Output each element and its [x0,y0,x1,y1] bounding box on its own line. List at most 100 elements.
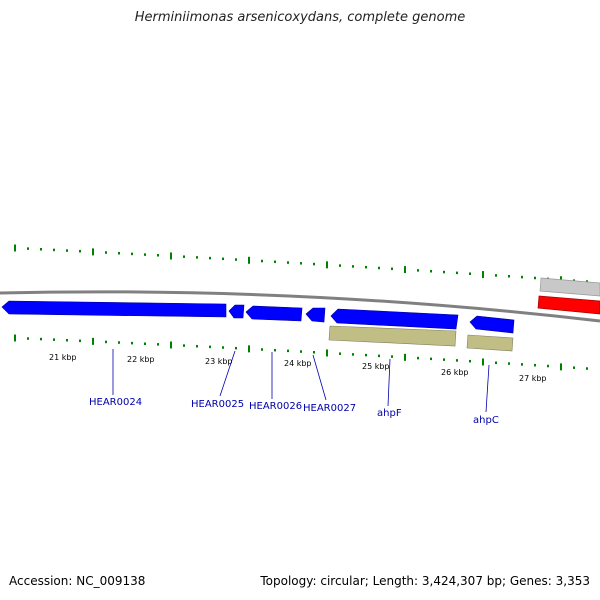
outer-minor-tick [53,248,55,252]
inner-minor-tick [417,356,419,360]
inner-minor-tick [573,366,575,369]
inner-minor-tick [391,355,393,358]
inner-major-tick [170,341,172,349]
outer-minor-tick [79,249,81,253]
outer-minor-tick [456,271,458,275]
inner-major-tick [404,353,406,361]
outer-minor-tick [196,256,198,259]
cds-arrow-hear0025[interactable] [228,304,245,319]
scale-label-25kbp: 25 kbp [362,362,390,371]
inner-minor-tick [79,339,81,343]
inner-minor-tick [66,338,68,342]
inner-minor-tick [547,364,549,368]
outer-major-tick [170,252,172,260]
outer-minor-tick [235,258,237,261]
outer-major-tick [326,261,328,269]
outer-minor-tick [105,251,107,254]
outer-major-tick [92,248,94,256]
cds-arrow-hear0026[interactable] [245,305,303,322]
leader-line-hear0025 [219,350,236,397]
cds-arrow-hear0024[interactable] [1,300,227,318]
inner-minor-tick [40,337,42,341]
inner-minor-tick [118,341,120,344]
inner-minor-tick [469,359,471,363]
outer-major-tick [248,256,250,264]
genome-backbone [0,290,600,323]
inner-minor-tick [53,338,55,341]
inner-tick-row [14,334,588,371]
inner-minor-tick [443,358,445,361]
inner-minor-tick [235,346,237,350]
gene-label-ahpf[interactable]: ahpF [377,408,402,419]
outer-minor-tick [131,252,133,256]
inner-minor-tick [586,367,588,370]
cds-arrow-ahpc[interactable] [469,315,515,334]
inner-minor-tick [534,363,536,367]
outer-minor-tick [586,280,588,283]
outer-minor-tick [521,275,523,279]
khaki-feature-ahpc[interactable] [466,334,514,352]
outer-minor-tick [508,275,510,278]
inner-minor-tick [157,343,159,346]
gene-labels: HEAR0024 HEAR0025 HEAR0026 HEAR0027 ahpF… [89,397,499,426]
inner-minor-tick [261,348,263,351]
scale-label-23kbp: 23 kbp [205,357,233,366]
outer-minor-tick [157,254,159,257]
inner-minor-tick [313,351,315,354]
genome-summary-text: Topology: circular; Length: 3,424,307 bp… [260,574,590,588]
inner-minor-tick [105,340,107,344]
inner-minor-tick [378,354,380,358]
inner-minor-tick [300,350,302,353]
outer-minor-tick [40,248,42,251]
map-title: Herminiimonas arsenicoxydans, complete g… [134,10,466,25]
inner-minor-tick [365,353,367,357]
outer-minor-tick [274,260,276,264]
outer-minor-tick [66,249,68,252]
inner-major-tick [326,349,328,357]
inner-minor-tick [430,357,432,361]
outer-minor-tick [534,276,536,280]
inner-minor-tick [144,342,146,345]
outer-minor-tick [391,267,393,271]
inner-minor-tick [287,349,289,353]
gene-label-hear0027[interactable]: HEAR0027 [303,403,356,414]
leader-line-hear0027 [312,354,327,401]
grey-feature[interactable] [539,277,600,297]
outer-minor-tick [222,257,224,261]
gene-label-hear0026[interactable]: HEAR0026 [249,401,302,412]
cds-arrow-hear0027[interactable] [305,307,326,323]
gene-label-hear0025[interactable]: HEAR0025 [191,399,244,410]
inner-minor-tick [222,346,224,349]
inner-major-tick [92,337,94,345]
inner-minor-tick [183,344,185,347]
inner-minor-tick [27,337,29,340]
inner-major-tick [560,363,562,371]
khaki-feature-ahpf[interactable] [328,325,457,347]
outer-minor-tick [313,262,315,266]
cds-arrow-ahpf[interactable] [330,308,459,330]
inner-minor-tick [521,363,523,366]
scale-labels: 21 kbp 22 kbp 23 kbp 24 kbp 25 kbp 26 kb… [49,353,547,383]
scale-label-24kbp: 24 kbp [284,359,312,368]
outer-minor-tick [144,253,146,256]
scale-label-22kbp: 22 kbp [127,355,155,364]
outer-minor-tick [378,266,380,270]
outer-major-tick [14,244,16,252]
outer-minor-tick [339,264,341,267]
outer-minor-tick [495,274,497,277]
leader-line-ahpf [387,358,391,407]
inner-major-tick [482,358,484,366]
gene-label-ahpc[interactable]: ahpC [473,415,499,426]
outer-minor-tick [118,251,120,255]
red-feature[interactable] [537,295,600,315]
inner-minor-tick [274,348,276,352]
inner-minor-tick [339,352,341,355]
gene-label-hear0024[interactable]: HEAR0024 [89,397,142,408]
inner-minor-tick [196,344,198,348]
outer-minor-tick [300,262,302,265]
outer-minor-tick [287,261,289,264]
outer-minor-tick [209,256,211,260]
outer-major-tick [482,271,484,279]
outer-major-tick [404,266,406,274]
